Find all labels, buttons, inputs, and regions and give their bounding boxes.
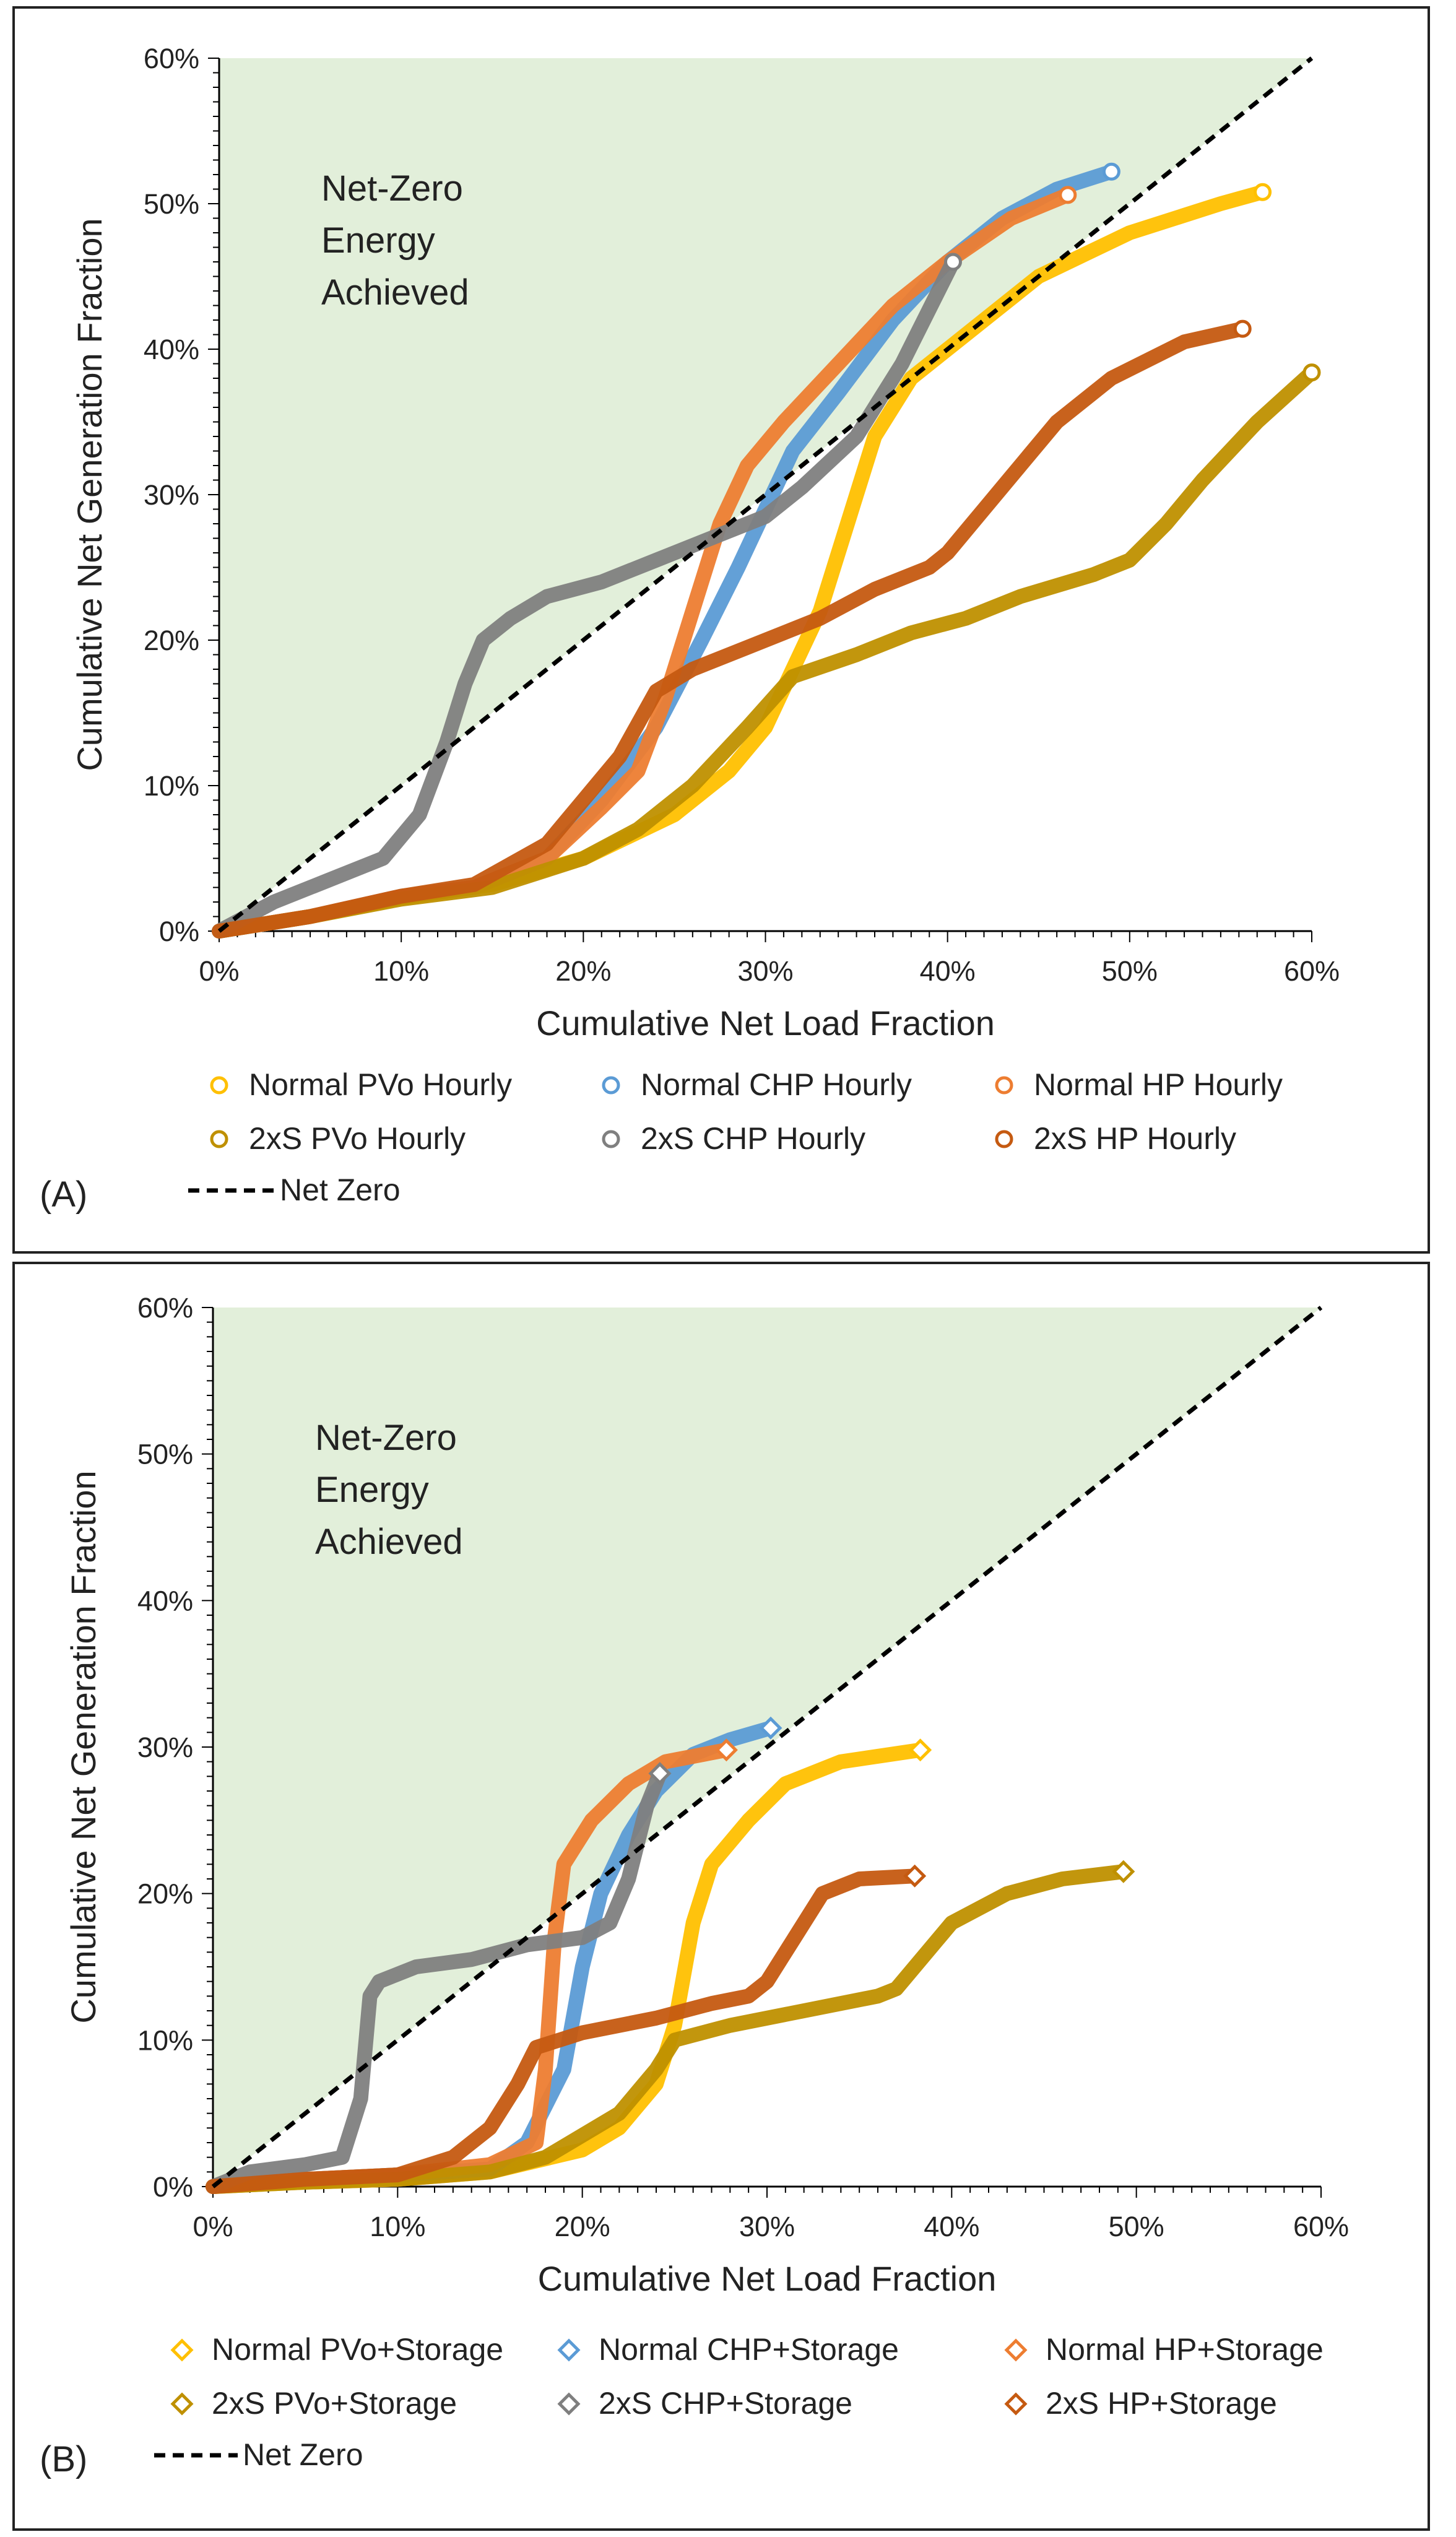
panel-a-x-tick-label: 50% — [1102, 955, 1158, 987]
panel-a-legend-label-5: 2xS CHP Hourly — [641, 1121, 865, 1156]
panel-b-net-zero-line — [211, 1306, 1323, 2188]
panel-a-x-tick-label: 40% — [920, 955, 976, 987]
panel-b-series-end-marker-6 — [903, 1864, 927, 1888]
panel-b-y-tick-label: 10% — [137, 2024, 193, 2056]
panel-b-x-tick-label: 10% — [370, 2211, 425, 2242]
panel-a-y-tick-label: 20% — [144, 625, 199, 656]
panel-a-y-tick-label: 30% — [144, 479, 199, 511]
panel-a-y-tick-label: 10% — [144, 770, 199, 802]
panel-b-legend-label-5: 2xS CHP+Storage — [599, 2386, 852, 2421]
panel-b-legend-marker-6 — [1004, 2392, 1028, 2416]
panel-b-series-end-marker-1 — [909, 1738, 932, 1762]
panel-b-series-line-4 — [206, 1864, 1131, 2194]
panel-a-legend-label-3: Normal HP Hourly — [1034, 1067, 1283, 1102]
panel-b-region-text: Net-Zero — [315, 1418, 457, 1458]
panel-b-series-end-marker-5 — [648, 1762, 672, 1785]
panel-b-x-tick-label: 40% — [924, 2211, 979, 2242]
panel-a-x-tick-label: 20% — [555, 955, 611, 987]
panel-b-legend-marker-1 — [170, 2338, 194, 2362]
panel-b-y-tick-label: 30% — [137, 1732, 193, 1763]
panel-b-x-tick-label: 60% — [1293, 2211, 1349, 2242]
panel-a-series-end-marker-1 — [1254, 183, 1272, 201]
panel-b-y-tick-label: 60% — [137, 1292, 193, 1324]
panel-b-legend-label-4: 2xS PVo+Storage — [212, 2386, 457, 2421]
panel-a-legend-label-6: 2xS HP Hourly — [1034, 1121, 1236, 1156]
panel-b-series-end-marker-4 — [1112, 1860, 1135, 1883]
panel-b-x-tick-label: 30% — [739, 2211, 795, 2242]
panel-b-legend-label-3: Normal HP+Storage — [1046, 2332, 1324, 2367]
panel-b: 0% 10% 20% 30% 40% 50% 60% 0% 10% 20% 30% 40% 50% 60%… — [12, 1262, 1430, 2531]
chart-a: 0% 10% 20% 30% 40% 50% 60% 0% 10% 20% 30% 40% 50% 60%… — [40, 43, 1340, 1215]
panel-b-legend-net-zero-label: Net Zero — [243, 2437, 363, 2472]
panel-b-series-end-marker-3 — [714, 1738, 738, 1762]
panel-a: 0% 10% 20% 30% 40% 50% 60% 0% 10% 20% 30% 40% 50% 60%… — [12, 6, 1430, 1254]
panel-a-y-tick-label: 40% — [144, 334, 199, 365]
panel-b-y-tick-label: 0% — [153, 2171, 193, 2203]
panel-a-x-tick-label: 0% — [199, 955, 239, 987]
panel-b-legend-marker-3 — [1004, 2338, 1028, 2362]
panel-a-x-tick-label: 30% — [737, 955, 793, 987]
panel-a-series-line-6 — [212, 321, 1250, 939]
panel-b-legend-label-2: Normal CHP+Storage — [599, 2332, 899, 2367]
panel-a-y-tick-label: 60% — [144, 43, 199, 74]
panel-a-legend-marker-6 — [995, 1130, 1013, 1148]
panel-b-series-line-6 — [206, 1868, 922, 2194]
panel-a-legend-marker-1 — [210, 1076, 228, 1095]
panel-b-x-tick-label: 0% — [193, 2211, 233, 2242]
panel-a-legend-net-zero-label: Net Zero — [280, 1173, 401, 1207]
panel-b-legend-label-6: 2xS HP+Storage — [1046, 2386, 1277, 2421]
panel-a-legend-marker-3 — [995, 1076, 1013, 1095]
panel-a-series-end-marker-5 — [943, 253, 962, 271]
panel-a-series-line-5 — [212, 254, 961, 939]
panel-b-panel-label: (B) — [40, 2439, 87, 2479]
panel-b-y-tick-label: 20% — [137, 1878, 193, 1910]
chart-b: 0% 10% 20% 30% 40% 50% 60% 0% 10% 20% 30% 40% 50% 60%… — [40, 1292, 1349, 2479]
panel-a-y-tick-label: 50% — [144, 188, 199, 220]
panel-b-legend-label-1: Normal PVo+Storage — [212, 2332, 503, 2367]
panel-b-x-tick-label: 20% — [555, 2211, 610, 2242]
panel-b-legend-marker-2 — [557, 2338, 581, 2362]
panel-a-legend-label-4: 2xS PVo Hourly — [249, 1121, 466, 1156]
panel-b-legend-marker-5 — [557, 2392, 581, 2416]
panel-a-net-zero-line — [217, 56, 1314, 933]
panel-b-y-tick-label: 40% — [137, 1585, 193, 1616]
panel-a-x-tick-label: 60% — [1284, 955, 1340, 987]
panel-b-x-axis-title: Cumulative Net Load Fraction — [538, 2259, 997, 2298]
panel-a-series-end-marker-3 — [1059, 186, 1077, 204]
panel-b-series-line-5 — [206, 1766, 667, 2194]
panel-a-series-end-marker-2 — [1102, 162, 1120, 181]
panel-a-y-tick-label: 0% — [159, 916, 199, 947]
panel-a-region-text: Achieved — [321, 272, 469, 313]
panel-a-legend-label-2: Normal CHP Hourly — [641, 1067, 912, 1102]
panel-b-region-text: Energy — [315, 1470, 429, 1510]
panel-a-panel-label: (A) — [40, 1174, 87, 1215]
panel-a-series-end-marker-4 — [1302, 363, 1321, 382]
panel-a-legend-marker-4 — [210, 1130, 228, 1148]
panel-b-series-end-marker-2 — [759, 1716, 782, 1740]
panel-b-y-axis-title: Cumulative Net Generation Fraction — [64, 1470, 103, 2023]
panel-a-x-tick-label: 10% — [373, 955, 429, 987]
panel-a-region-text: Net-Zero — [321, 168, 463, 209]
panel-b-x-tick-label: 50% — [1109, 2211, 1164, 2242]
panel-a-legend-marker-5 — [602, 1130, 620, 1148]
panel-b-legend-marker-4 — [170, 2392, 194, 2416]
panel-b-y-tick-label: 50% — [137, 1439, 193, 1470]
panel-a-series-line-4 — [212, 365, 1319, 939]
panel-a-series-end-marker-6 — [1233, 319, 1252, 338]
panel-b-region-text: Achieved — [315, 1522, 463, 1562]
panel-a-y-axis-title: Cumulative Net Generation Fraction — [70, 218, 109, 771]
panel-a-legend-marker-2 — [602, 1076, 620, 1095]
panel-a-legend-label-1: Normal PVo Hourly — [249, 1067, 512, 1102]
panel-a-region-text: Energy — [321, 220, 435, 261]
panel-a-x-axis-title: Cumulative Net Load Fraction — [536, 1004, 995, 1043]
